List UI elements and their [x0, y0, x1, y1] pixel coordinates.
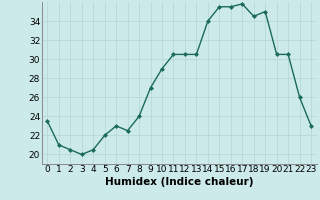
X-axis label: Humidex (Indice chaleur): Humidex (Indice chaleur)	[105, 177, 253, 187]
